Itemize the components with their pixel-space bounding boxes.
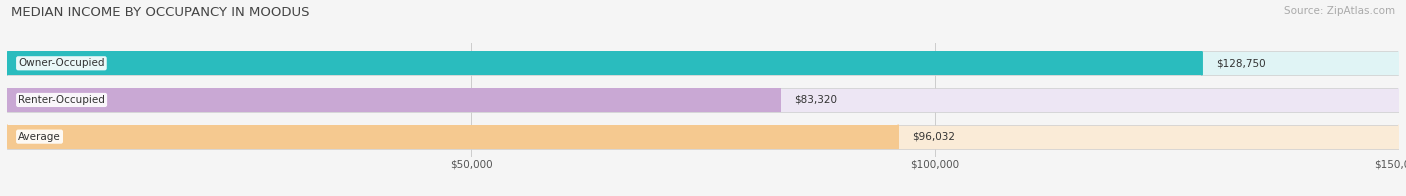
Bar bbox=[7, 51, 1399, 75]
Text: Average: Average bbox=[18, 132, 60, 142]
Bar bbox=[7, 88, 1399, 112]
Text: $128,750: $128,750 bbox=[1216, 58, 1265, 68]
Text: Source: ZipAtlas.com: Source: ZipAtlas.com bbox=[1284, 6, 1395, 16]
Text: $83,320: $83,320 bbox=[794, 95, 837, 105]
Bar bbox=[7, 125, 1399, 149]
Text: MEDIAN INCOME BY OCCUPANCY IN MOODUS: MEDIAN INCOME BY OCCUPANCY IN MOODUS bbox=[11, 6, 309, 19]
Bar bbox=[7, 125, 898, 149]
Text: Renter-Occupied: Renter-Occupied bbox=[18, 95, 105, 105]
Bar bbox=[7, 51, 1202, 75]
Text: Owner-Occupied: Owner-Occupied bbox=[18, 58, 104, 68]
Bar bbox=[7, 88, 780, 112]
Text: $96,032: $96,032 bbox=[912, 132, 955, 142]
